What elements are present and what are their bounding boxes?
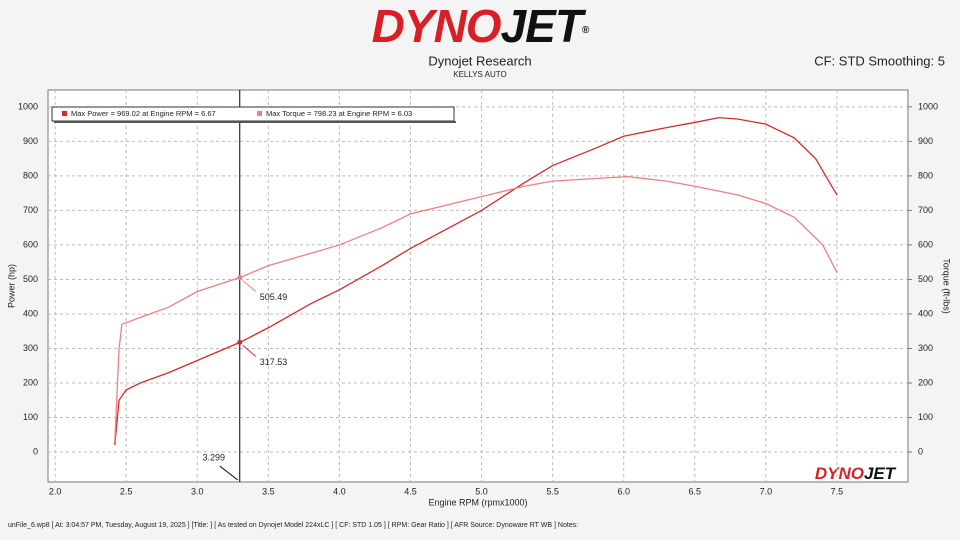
x-tick-label: 5.5 [546, 486, 559, 496]
cursor-value-label: 505.49 [260, 292, 288, 302]
y2-tick-label: 200 [918, 377, 933, 387]
logo-part: DYNO [372, 0, 502, 52]
y-tick-label: 900 [23, 136, 38, 146]
cursor-label: 3.299 [202, 452, 225, 462]
legend-label: Max Power = 969.02 at Engine RPM = 6.67 [71, 109, 216, 118]
y-tick-label: 500 [23, 274, 38, 284]
series-line [114, 116, 838, 446]
logo-part: JET [501, 0, 587, 52]
legend-shadow [54, 121, 456, 123]
y2-axis-label: Torque (ft-lbs) [942, 258, 952, 314]
y2-tick-label: 600 [918, 239, 933, 249]
y2-tick-label: 400 [918, 308, 933, 318]
y2-tick-label: 500 [918, 274, 933, 284]
x-tick-label: 4.5 [404, 486, 417, 496]
y2-tick-label: 700 [918, 205, 933, 215]
legend-swatch [257, 111, 262, 116]
logo-part: JET [864, 464, 897, 483]
y-tick-label: 0 [33, 446, 38, 456]
label-arrow [242, 280, 257, 292]
label-arrow [242, 345, 257, 357]
footer-logo: DYNOJET [815, 464, 897, 483]
logo-part: DYNO [815, 464, 864, 483]
footer-text: unFile_6.wp8 [ At: 3:04:57 PM, Tuesday, … [8, 522, 578, 529]
y-tick-label: 200 [23, 377, 38, 387]
series-line [114, 175, 838, 442]
x-tick-label: 3.0 [191, 486, 204, 496]
subtitle: KELLYS AUTO [453, 70, 507, 79]
cursor-value-label: 317.53 [260, 357, 288, 367]
y-tick-label: 1000 [18, 101, 38, 111]
y-tick-label: 300 [23, 343, 38, 353]
logo-mark: ® [582, 25, 590, 36]
logo: DYNOJET® [372, 0, 590, 52]
x-tick-label: 2.5 [120, 486, 133, 496]
y2-tick-label: 1000 [918, 101, 938, 111]
y2-tick-label: 0 [918, 446, 923, 456]
legend-swatch [62, 111, 67, 116]
x-axis-label: Engine RPM (rpmx1000) [428, 497, 527, 507]
cursor-point [237, 339, 243, 345]
y2-tick-label: 800 [918, 170, 933, 180]
plot-area [47, 89, 909, 483]
y-tick-label: 600 [23, 239, 38, 249]
x-tick-label: 5.0 [475, 486, 488, 496]
x-tick-label: 7.5 [831, 486, 844, 496]
y-tick-label: 700 [23, 205, 38, 215]
x-tick-label: 4.0 [333, 486, 346, 496]
y2-tick-label: 100 [918, 412, 933, 422]
x-tick-label: 6.0 [617, 486, 630, 496]
y-tick-label: 400 [23, 308, 38, 318]
cursor-arrow [219, 465, 239, 481]
x-tick-label: 3.5 [262, 486, 275, 496]
cursor-point [237, 275, 243, 281]
y-tick-label: 100 [23, 412, 38, 422]
y2-tick-label: 900 [918, 136, 933, 146]
x-tick-label: 7.0 [760, 486, 773, 496]
y2-tick-label: 300 [918, 343, 933, 353]
settings: CF: STD Smoothing: 5 [814, 53, 945, 68]
title: Dynojet Research [428, 53, 531, 68]
x-tick-label: 2.0 [49, 486, 62, 496]
legend-label: Max Torque = 798.23 at Engine RPM = 6.03 [266, 109, 412, 118]
x-tick-label: 6.5 [689, 486, 702, 496]
y-axis-label: Power (hp) [6, 264, 16, 308]
y-tick-label: 800 [23, 170, 38, 180]
